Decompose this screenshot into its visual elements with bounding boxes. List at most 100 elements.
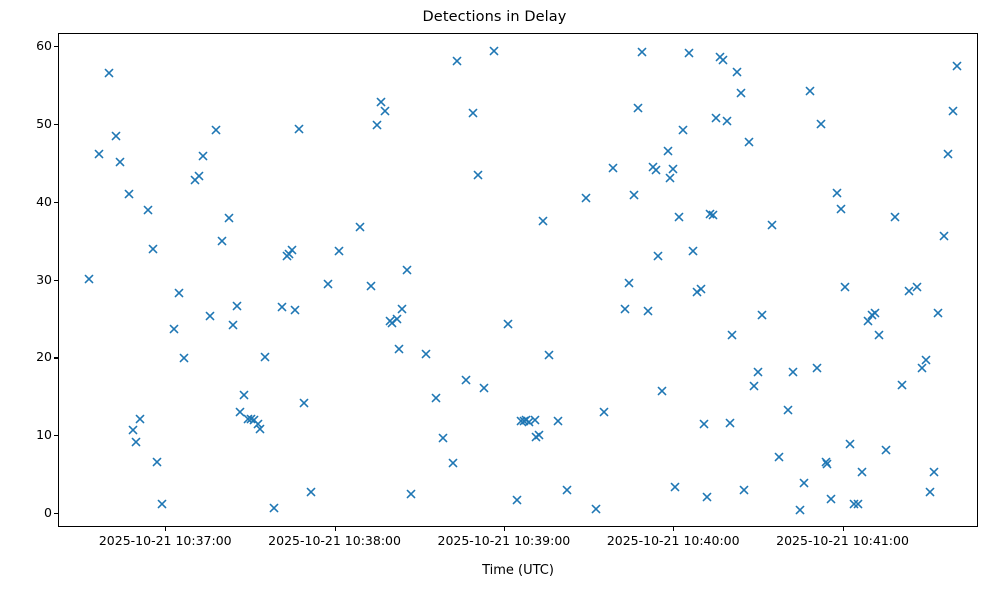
scatter-point [881,445,891,455]
scatter-point [912,282,922,292]
x-tick-label: 2025-10-21 10:37:00 [98,533,232,548]
y-tick-label: 30 [36,271,52,287]
scatter-point [599,408,609,417]
x-tick-mark [503,527,505,531]
scatter-point [94,149,104,159]
scatter-point [718,55,727,65]
scatter-point [929,467,939,476]
scatter-point [732,67,742,77]
scatter-point [736,88,746,98]
scatter-point [104,68,114,78]
scatter-point [366,281,376,291]
scatter-point [753,367,763,377]
scatter-point [438,433,448,443]
scatter-point [653,251,663,261]
y-tick-label: 10 [36,427,52,443]
scatter-point [816,119,826,129]
scatter-point [395,345,404,354]
y-tick-mark [54,512,58,515]
scatter-point [563,485,572,494]
scatter-point [294,124,304,134]
scatter-point [708,210,718,220]
scatter-point [372,121,382,130]
scatter-point [699,419,709,429]
scatter-point [832,188,842,198]
scatter-point [334,247,344,256]
scatter-point [277,302,287,312]
scatter-point [800,478,809,487]
scatter-point [158,499,167,508]
scatter-point [84,275,94,284]
scatter-point [836,204,846,214]
scatter-point [503,319,513,329]
scatter-point [474,170,483,180]
scatter-point [670,482,679,492]
x-tick-label: 2025-10-21 10:38:00 [268,533,401,548]
scatter-point [299,398,308,408]
scatter-point [261,352,270,362]
scatter-point [643,306,653,316]
scatter-point [489,46,499,56]
scatter-point [198,151,208,161]
scatter-point [608,163,617,173]
scatter-point [169,324,179,334]
scatter-point [663,146,672,156]
scatter-point [904,286,914,296]
scatter-point [637,47,647,56]
y-tick-label: 60 [36,38,52,54]
scatter-point [253,419,263,429]
scatter-point [805,86,815,96]
scatter-point [857,468,867,477]
scatter-point [135,415,145,424]
scatter-point [705,209,715,219]
scatter-point [269,503,279,513]
scatter-point [591,504,600,514]
scatter-point [651,165,661,175]
scatter-point [674,212,684,222]
scatter-point [402,265,411,275]
scatter-point [290,305,300,315]
scatter-point [874,330,884,340]
y-tick-mark [54,46,58,48]
scatter-point [788,367,798,377]
scatter-point [840,282,850,292]
x-tick-mark [673,527,675,531]
scatter-point [795,505,805,515]
scatter-point [380,106,390,116]
scatter-point [206,311,215,321]
scatter-point [722,116,732,126]
scatter-point [468,108,478,118]
scatter-point [767,220,777,230]
scatter-point [143,205,153,215]
x-axis-label: Time (UTC) [482,563,554,578]
scatter-point [863,316,873,326]
scatter-point [633,103,643,113]
scatter-point [925,487,935,497]
scatter-point [152,457,162,466]
scatter-point [845,440,854,449]
y-tick-label: 40 [36,193,52,209]
scatter-point [890,212,900,222]
scatter-point [306,487,315,497]
scatter-point [217,236,227,245]
scatter-point [666,173,675,183]
x-tick-label: 2025-10-21 10:39:00 [437,533,571,548]
x-tick-mark [334,527,336,531]
scatter-point [421,349,431,359]
y-tick-mark [54,435,58,437]
scatter-point [392,314,402,324]
scatter-point [255,424,265,434]
scatter-point [539,216,548,226]
scatter-point [728,331,737,340]
scatter-point [355,222,365,232]
scatter-point [657,386,667,396]
scatter-point [406,489,416,499]
scatter-point [581,193,591,203]
scatter-point [461,375,471,385]
scatter-point [897,380,907,390]
scatter-point [534,430,544,440]
y-tick-mark [54,124,58,126]
scatter-point [239,390,249,399]
scatter-point [711,113,720,123]
